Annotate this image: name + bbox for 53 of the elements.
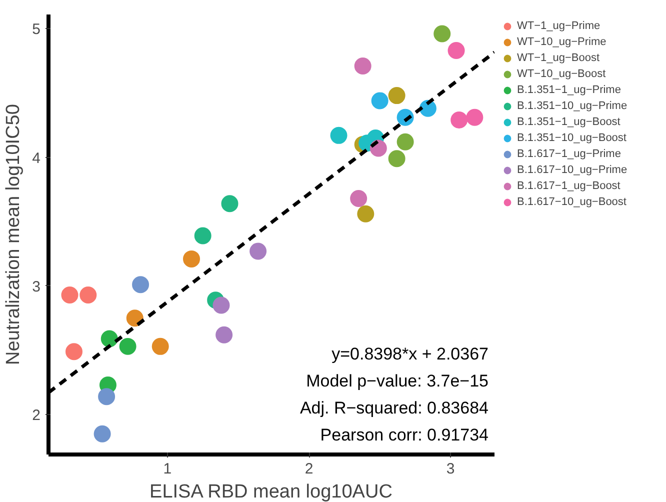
point	[448, 42, 465, 60]
y-tick-label: 5	[32, 21, 40, 38]
x-tick-label: 2	[304, 460, 314, 478]
point	[100, 330, 118, 348]
point	[221, 195, 238, 212]
point	[80, 286, 97, 304]
point	[126, 310, 144, 327]
point	[388, 150, 406, 168]
point	[152, 338, 169, 355]
legend-label: B.1.617−10_ug−Prime	[517, 163, 628, 178]
legend-label: B.1.617−1_ug−Prime	[517, 147, 622, 162]
point	[434, 25, 451, 42]
point	[396, 133, 414, 150]
y-tick-label: 4	[32, 150, 40, 167]
x-tick-label: 3	[446, 460, 455, 478]
point	[98, 388, 116, 406]
point	[450, 112, 468, 128]
point	[388, 87, 406, 104]
legend-label: WT−10_ug−Prime	[517, 35, 608, 50]
point	[65, 343, 82, 360]
point	[371, 92, 388, 110]
legend-label: B.1.351−1_ug−Prime	[517, 83, 622, 98]
point	[216, 326, 233, 344]
legend-label: B.1.351−10_ug−Prime	[517, 99, 628, 114]
point	[183, 250, 200, 268]
point	[250, 242, 267, 260]
annotation: Adj. R−squared: 0.83684	[300, 398, 489, 418]
legend-label: B.1.351−1_ug−Boost	[517, 115, 622, 130]
legend-label: WT−1_ug−Prime	[517, 19, 602, 34]
point	[119, 338, 136, 355]
y-axis-title: Neutralization mean log10IC50	[3, 104, 24, 365]
point	[466, 108, 484, 126]
point	[354, 57, 372, 74]
annotation: Model p−value: 3.7e−15	[306, 372, 489, 390]
y-tick-label: 3	[32, 278, 40, 296]
point	[132, 276, 150, 294]
annotation: Pearson corr: 0.91734	[320, 426, 489, 444]
point	[357, 205, 374, 222]
legend-label: WT−10_ug−Boost	[517, 67, 607, 82]
y-tick-label: 2	[32, 407, 40, 424]
x-tick-label: 1	[163, 460, 172, 478]
x-axis-title: ELISA RBD mean log10AUC	[150, 482, 392, 502]
annotation: y=0.8398*x + 2.0367	[332, 344, 489, 364]
legend-label: B.1.617−10_ug−Boost	[517, 195, 627, 210]
legend-label: WT−1_ug−Boost	[517, 51, 601, 66]
point	[94, 425, 111, 442]
legend-label: B.1.351−10_ug−Boost	[517, 131, 627, 146]
point	[330, 126, 348, 144]
legend-label: B.1.617−1_ug−Boost	[517, 179, 622, 194]
point	[61, 286, 78, 304]
point	[212, 296, 230, 314]
point	[194, 227, 212, 244]
point	[350, 190, 368, 207]
